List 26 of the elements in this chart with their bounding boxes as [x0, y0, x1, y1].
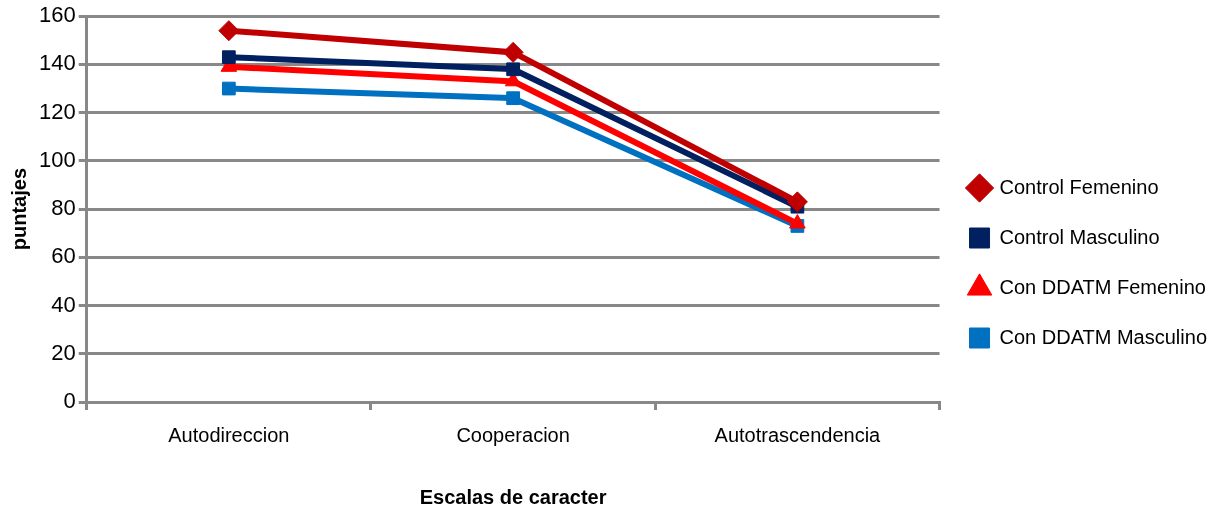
point [506, 62, 520, 77]
point [502, 41, 524, 63]
y-tick-label: 100 [38, 146, 76, 172]
x-tick-label: Cooperacion [456, 423, 570, 446]
point [786, 191, 808, 213]
legend-label: Control Masculino [999, 225, 1160, 248]
point [789, 214, 806, 229]
x-tick-label: Autotrascendencia [714, 423, 882, 446]
y-tick-label: 80 [51, 195, 76, 221]
y-tick-label: 120 [38, 98, 76, 124]
x-axis-title: Escalas de caracter [419, 485, 607, 508]
point [221, 81, 236, 96]
y-tick-label: 60 [51, 243, 76, 269]
point [218, 20, 240, 42]
y-tick-label: 40 [51, 291, 76, 317]
x-tick-label: Autodireccion [168, 423, 290, 446]
y-tick-label: 20 [51, 339, 76, 365]
point [506, 91, 520, 106]
legend-label: Control Femenino [999, 175, 1159, 198]
y-tick-label: 0 [63, 388, 76, 414]
legend-label: Con DDATM Femenino [999, 275, 1206, 298]
legend-label: Con DDATM Masculino [999, 325, 1208, 348]
y-tick-label: 160 [38, 2, 76, 28]
y-tick-label: 140 [38, 50, 76, 76]
y-axis-title: puntajes [7, 167, 30, 251]
point [221, 50, 236, 65]
